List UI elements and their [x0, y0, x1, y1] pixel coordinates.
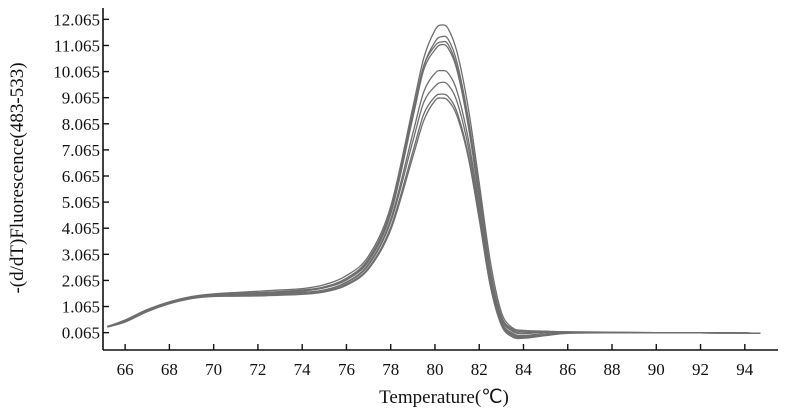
- x-tick-label: 70: [205, 360, 222, 379]
- y-tick-label: 4.065: [62, 219, 100, 238]
- melt-curve-8: [107, 97, 761, 340]
- y-tick-label: 10.065: [53, 63, 100, 82]
- y-tick-label: 5.065: [62, 193, 100, 212]
- y-tick-label: 3.065: [62, 245, 100, 264]
- x-tick-label: 78: [382, 360, 399, 379]
- x-tick-label: 80: [426, 360, 443, 379]
- x-tick-label: 82: [471, 360, 488, 379]
- melt-curve-6: [107, 81, 761, 338]
- y-tick-label: 11.065: [54, 36, 100, 55]
- x-tick-label: 66: [117, 360, 134, 379]
- y-tick-label: 8.065: [62, 115, 100, 134]
- x-tick-label: 94: [736, 360, 754, 379]
- y-tick-label: 1.065: [62, 298, 100, 317]
- melt-curve-2: [107, 35, 761, 334]
- y-tick-label: 12.065: [53, 10, 100, 29]
- melt-curve-1: [107, 24, 761, 334]
- y-tick-label: 6.065: [62, 167, 100, 186]
- melt-curve-7: [107, 93, 761, 339]
- x-tick-label: 72: [249, 360, 266, 379]
- x-tick-label: 68: [161, 360, 178, 379]
- y-tick-label: 0.065: [62, 324, 100, 343]
- x-tick-label: 74: [294, 360, 312, 379]
- y-tick-label: 7.065: [62, 141, 100, 160]
- plot-curves: [107, 24, 761, 340]
- x-tick-label: 92: [692, 360, 709, 379]
- melt-curve-3: [107, 40, 761, 334]
- y-tick-label: 9.065: [62, 89, 100, 108]
- y-tick-label: 2.065: [62, 271, 100, 290]
- x-ticks: 66 68 70 72 74 76 78 80 82 84 86 88 90 92 94: [117, 344, 754, 379]
- y-ticks: 0.065 1.065 2.065 3.065 4.065 5.065 6.065 7.065…: [53, 10, 109, 343]
- x-tick-label: 90: [648, 360, 665, 379]
- x-tick-label: 84: [515, 360, 533, 379]
- x-tick-label: 76: [338, 360, 355, 379]
- x-axis-title: Temperature(℃): [379, 387, 509, 408]
- y-axis-title: -(d/dT)Fluorescence(483-533): [7, 62, 28, 293]
- x-tick-label: 88: [604, 360, 621, 379]
- x-tick-label: 86: [559, 360, 576, 379]
